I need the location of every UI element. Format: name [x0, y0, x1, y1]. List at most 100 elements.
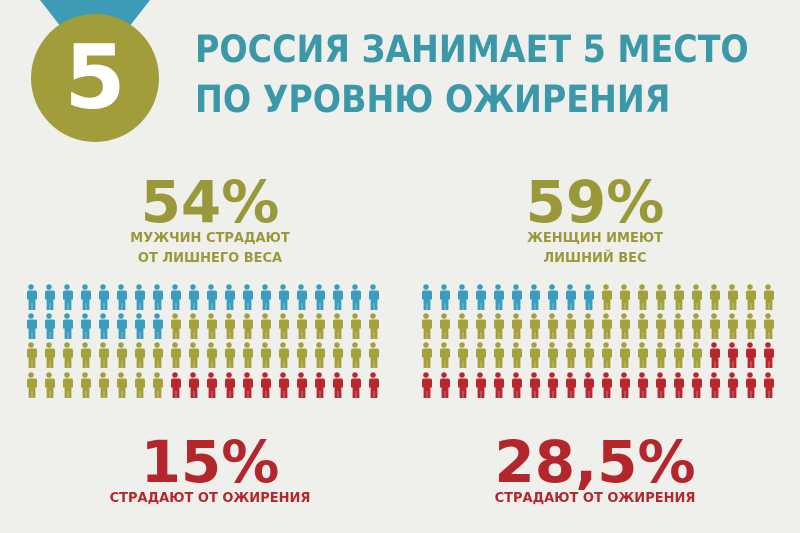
person-icon [656, 284, 666, 310]
person-icon [710, 284, 720, 310]
person-icon [638, 342, 648, 368]
person-icon [728, 313, 738, 339]
person-icon [297, 342, 307, 368]
person-icon [512, 342, 522, 368]
person-icon [153, 313, 163, 339]
person-icon [476, 372, 486, 398]
women-overweight: 59% [526, 168, 665, 236]
men-obese-caption: СТРАДАЮТ ОТ ОЖИРЕНИЯ [110, 491, 311, 506]
person-icon [315, 313, 325, 339]
person-icon [63, 342, 73, 368]
person-icon [171, 372, 181, 398]
person-icon [530, 372, 540, 398]
person-icon [476, 342, 486, 368]
person-icon [440, 284, 450, 310]
person-icon [81, 313, 91, 339]
person-icon [351, 342, 361, 368]
person-icon [153, 342, 163, 368]
person-icon [297, 372, 307, 398]
person-icon [764, 284, 774, 310]
person-icon [117, 372, 127, 398]
person-icon [692, 342, 702, 368]
person-icon [512, 372, 522, 398]
person-icon [369, 372, 379, 398]
person-icon [225, 372, 235, 398]
person-icon [638, 372, 648, 398]
person-icon [746, 372, 756, 398]
person-icon [638, 284, 648, 310]
person-icon [584, 284, 594, 310]
person-icon [692, 313, 702, 339]
person-icon [674, 342, 684, 368]
person-icon [764, 313, 774, 339]
person-icon [440, 372, 450, 398]
person-icon [63, 313, 73, 339]
person-icon [99, 342, 109, 368]
person-icon [440, 342, 450, 368]
person-icon [692, 372, 702, 398]
person-icon [369, 284, 379, 310]
person-icon [638, 313, 648, 339]
medal [31, 14, 159, 142]
person-icon [297, 284, 307, 310]
person-icon [171, 342, 181, 368]
person-icon [746, 284, 756, 310]
person-icon [225, 313, 235, 339]
badge-number: 5 [64, 26, 125, 129]
person-icon [99, 284, 109, 310]
person-icon [351, 313, 361, 339]
person-icon [189, 284, 199, 310]
women-obese: 28,5% [494, 428, 695, 496]
person-icon [530, 342, 540, 368]
person-icon [674, 313, 684, 339]
person-icon [458, 313, 468, 339]
person-icon [476, 284, 486, 310]
person-icon [584, 372, 594, 398]
person-icon [566, 284, 576, 310]
person-icon [81, 284, 91, 310]
person-icon [494, 372, 504, 398]
women-obese-caption: СТРАДАЮТ ОТ ОЖИРЕНИЯ [495, 491, 696, 506]
person-icon [279, 313, 289, 339]
person-icon [656, 342, 666, 368]
person-icon [171, 284, 181, 310]
person-icon [746, 313, 756, 339]
person-icon [656, 372, 666, 398]
person-icon [189, 342, 199, 368]
person-icon [279, 372, 289, 398]
person-icon [692, 284, 702, 310]
person-icon [351, 284, 361, 310]
person-icon [566, 372, 576, 398]
person-icon [99, 313, 109, 339]
person-icon [548, 284, 558, 310]
person-icon [243, 284, 253, 310]
person-icon [458, 372, 468, 398]
person-icon [333, 284, 343, 310]
person-icon [135, 284, 145, 310]
person-icon [333, 372, 343, 398]
person-icon [27, 284, 37, 310]
person-icon [674, 284, 684, 310]
person-icon [261, 313, 271, 339]
person-icon [548, 342, 558, 368]
person-icon [728, 342, 738, 368]
person-icon [602, 342, 612, 368]
person-icon [45, 372, 55, 398]
person-icon [351, 372, 361, 398]
person-icon [333, 313, 343, 339]
person-icon [620, 342, 630, 368]
person-icon [458, 284, 468, 310]
person-icon [440, 313, 450, 339]
person-icon [494, 313, 504, 339]
person-icon [243, 313, 253, 339]
person-icon [207, 342, 217, 368]
person-icon [476, 313, 486, 339]
men-overweight: 54% [141, 168, 280, 236]
person-icon [261, 342, 271, 368]
person-icon [369, 313, 379, 339]
person-icon [710, 313, 720, 339]
person-icon [710, 342, 720, 368]
person-icon [279, 342, 289, 368]
person-icon [135, 313, 145, 339]
title-line: ПО УРОВНЮ ОЖИРЕНИЯ [195, 78, 670, 121]
